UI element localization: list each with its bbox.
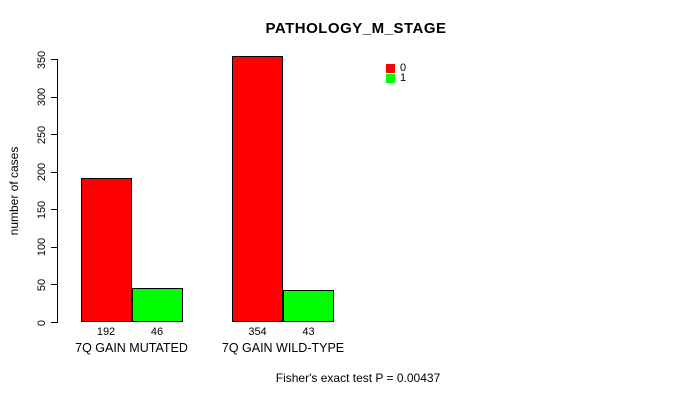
legend: 0 1 (386, 62, 407, 84)
y-axis-tick-label: 300 (36, 87, 48, 107)
x-category-label: 7Q GAIN WILD-TYPE (221, 341, 345, 355)
y-axis-tick-label: 150 (36, 200, 48, 219)
bar-value-label: 46 (150, 326, 164, 338)
y-axis-label: number of cases (7, 146, 21, 236)
fisher-test-annotation: Fisher's exact test P = 0.00437 (275, 371, 441, 385)
y-axis-tick (51, 322, 58, 323)
bar-value-label: 354 (248, 326, 267, 338)
legend-label: 0 (400, 62, 407, 74)
legend-label: 1 (400, 72, 407, 84)
y-axis-tick-label: 50 (36, 278, 48, 292)
bar-series1-7q-gain-wild-type (283, 290, 334, 323)
y-axis-line (57, 59, 58, 323)
bar-value-label: 192 (96, 326, 116, 338)
legend-item-1: 1 (386, 72, 407, 84)
chart-title: PATHOLOGY_M_STAGE (265, 20, 447, 37)
x-category-label: 7Q GAIN MUTATED (75, 341, 188, 355)
bar-series0-7q-gain-mutated (80, 178, 132, 323)
y-axis-tick (51, 134, 58, 136)
bar-value-label: 43 (302, 326, 315, 338)
y-axis-tick (51, 209, 58, 211)
y-axis-tick (51, 171, 58, 173)
bar-series1-7q-gain-mutated (131, 287, 183, 323)
y-axis-tick (51, 59, 58, 60)
y-axis-tick (51, 96, 58, 98)
y-axis-tick-label: 350 (36, 50, 48, 69)
bar-series0-7q-gain-wild-type (232, 56, 283, 323)
y-axis-tick-label: 100 (36, 238, 48, 257)
y-axis-tick-label: 200 (36, 163, 48, 182)
y-axis-tick-label: 0 (36, 319, 48, 326)
y-axis-tick-label: 250 (36, 125, 48, 144)
y-axis-tick (51, 246, 58, 248)
legend-swatch-red (386, 63, 395, 73)
legend-item-0: 0 (386, 62, 407, 74)
y-axis-tick (51, 284, 58, 286)
legend-swatch-green (386, 73, 395, 83)
